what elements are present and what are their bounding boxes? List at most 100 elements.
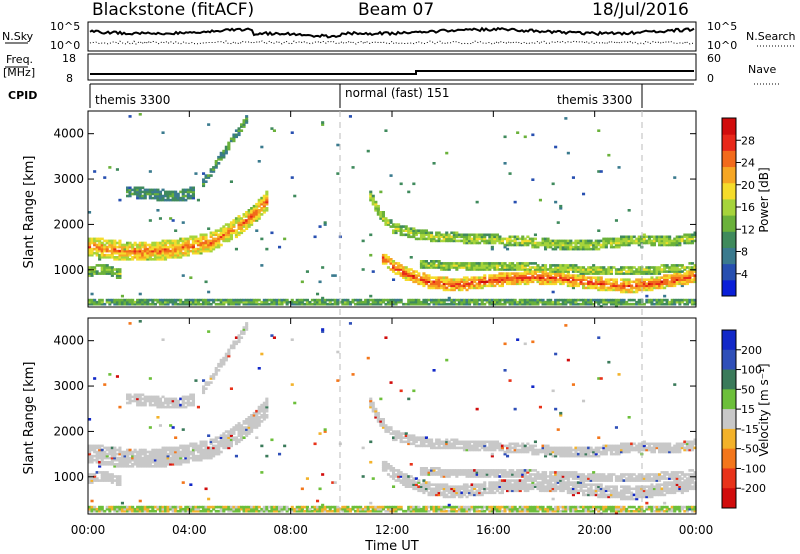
power-cell	[468, 282, 472, 286]
power-cell	[571, 247, 575, 251]
velocity-cell	[194, 442, 198, 446]
velocity-cell	[176, 458, 180, 462]
velocity-cell	[95, 479, 99, 482]
power-cell	[252, 207, 256, 210]
power-cell	[369, 233, 373, 237]
power-cell	[386, 302, 390, 306]
velocity-cell	[120, 501, 124, 505]
velocity-cell	[98, 479, 102, 482]
velocity-cell	[379, 422, 383, 425]
power-cell	[445, 231, 449, 235]
velocity-cell	[321, 328, 325, 331]
velocity-cell	[430, 469, 434, 472]
power-cell	[523, 282, 527, 286]
velocity-cell	[153, 463, 157, 466]
velocity-cell	[427, 473, 431, 476]
power-cell	[614, 282, 618, 286]
power-cell	[209, 231, 213, 235]
velocity-cell	[422, 438, 426, 442]
power-cell	[171, 302, 175, 306]
velocity-cell	[381, 463, 385, 466]
velocity-cell	[224, 434, 228, 437]
velocity-cell	[445, 442, 449, 446]
power-cell	[561, 264, 565, 267]
velocity-cell	[141, 393, 145, 397]
velocity-cell	[222, 507, 226, 511]
velocity-cell	[98, 448, 102, 452]
power-cell	[369, 294, 373, 298]
power-cell	[432, 239, 436, 243]
power-cell	[224, 145, 228, 149]
power-cell	[569, 268, 573, 271]
power-cell	[93, 300, 97, 304]
power-cell	[204, 245, 208, 249]
power-cell	[202, 245, 206, 249]
power-cell	[194, 247, 198, 251]
power-cell	[528, 276, 532, 279]
velocity-cell	[209, 448, 213, 452]
velocity-cell	[176, 403, 180, 407]
velocity-cell	[389, 509, 393, 513]
power-cell	[637, 286, 641, 290]
velocity-cell	[113, 509, 117, 513]
power-cell	[153, 247, 157, 251]
power-cell	[549, 245, 553, 249]
power-cell	[237, 223, 241, 226]
power-cell	[602, 284, 606, 288]
velocity-cell	[174, 436, 178, 439]
power-cell	[158, 249, 162, 253]
power-cell	[105, 300, 109, 304]
power-cell	[196, 251, 200, 255]
power-cell	[589, 300, 593, 304]
power-cell	[495, 268, 499, 271]
power-cell	[503, 276, 507, 279]
velocity-cell	[113, 475, 117, 478]
power-cell	[551, 264, 555, 267]
power-cell	[460, 278, 464, 281]
velocity-cell	[374, 507, 378, 511]
power-cell	[430, 231, 434, 235]
power-cell	[212, 298, 216, 302]
velocity-cell	[394, 509, 398, 513]
power-cell	[103, 247, 107, 251]
power-cell	[419, 264, 423, 267]
power-cell	[126, 190, 130, 194]
power-cell	[138, 113, 142, 116]
power-cell	[551, 182, 555, 186]
power-cell	[582, 300, 586, 304]
velocity-cell	[105, 448, 109, 452]
power-cell	[680, 300, 684, 304]
velocity-cell	[100, 452, 104, 456]
power-cell	[478, 286, 482, 290]
velocity-cell	[419, 442, 423, 446]
velocity-cell	[100, 460, 104, 464]
power-cell	[478, 284, 482, 288]
power-cell	[295, 302, 299, 306]
velocity-cell	[128, 456, 132, 460]
power-cell	[579, 276, 583, 279]
power-cell	[250, 298, 254, 302]
power-cell	[518, 266, 522, 269]
power-cell	[584, 247, 588, 251]
velocity-cell	[265, 403, 269, 407]
power-cell	[511, 235, 515, 239]
power-cell	[493, 298, 497, 302]
power-cell	[642, 235, 646, 239]
power-cell	[452, 278, 456, 281]
power-cell	[133, 302, 137, 306]
velocity-cell	[212, 452, 216, 456]
power-cell	[518, 302, 522, 306]
velocity-cell	[386, 509, 390, 513]
power-cell	[133, 192, 137, 196]
power-cell	[498, 239, 502, 243]
power-cell	[574, 298, 578, 302]
power-cell	[559, 298, 563, 302]
velocity-cell	[422, 505, 426, 509]
power-cell	[409, 231, 413, 235]
velocity-cell	[186, 450, 190, 454]
power-cell	[440, 284, 444, 288]
power-cell	[511, 243, 515, 247]
velocity-cell	[105, 477, 109, 480]
velocity-cell	[381, 465, 385, 468]
power-cell	[549, 268, 553, 271]
